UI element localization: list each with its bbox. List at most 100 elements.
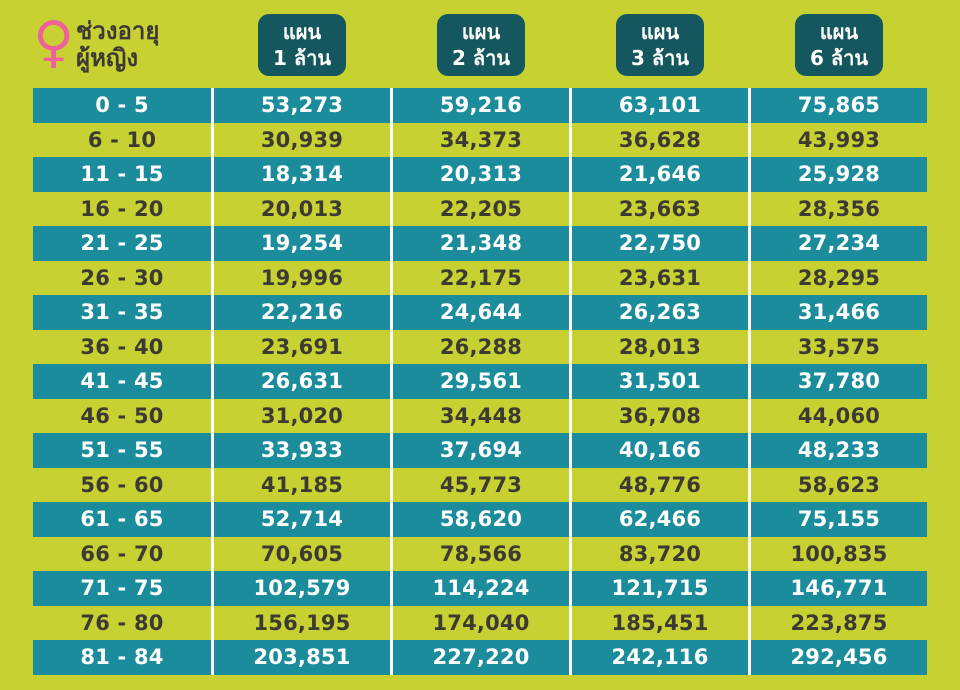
premium-value-cell: 31,466	[751, 295, 927, 330]
premium-value-cell: 19,996	[214, 260, 390, 295]
age-range-cell: 26 - 30	[33, 260, 211, 295]
premium-value-cell: 23,691	[214, 329, 390, 364]
plan-1m-label-line1: แผน	[282, 20, 322, 44]
age-range-cell: 21 - 25	[33, 226, 211, 261]
premium-value-cell: 52,714	[214, 502, 390, 537]
premium-value-cell: 34,448	[393, 398, 569, 433]
premium-value-cell: 26,263	[572, 295, 748, 330]
premium-value-cell: 37,780	[751, 364, 927, 399]
age-range-cell: 31 - 35	[33, 295, 211, 330]
premium-value-cell: 100,835	[751, 536, 927, 571]
table-row: 61 - 65 52,714 58,620 62,466 75,155	[33, 502, 927, 537]
table-row: 36 - 40 23,691 26,288 28,013 33,575	[33, 329, 927, 364]
table-row: 16 - 20 20,013 22,205 23,663 28,356	[33, 191, 927, 226]
premium-value-cell: 83,720	[572, 536, 748, 571]
age-range-cell: 6 - 10	[33, 122, 211, 157]
premium-value-cell: 242,116	[572, 640, 748, 675]
plan-2m-badge: แผน 2 ล้าน	[436, 14, 526, 76]
premium-value-cell: 121,715	[572, 571, 748, 606]
premium-value-cell: 20,013	[214, 191, 390, 226]
premium-value-cell: 23,663	[572, 191, 748, 226]
premium-value-cell: 30,939	[214, 122, 390, 157]
premium-value-cell: 62,466	[572, 502, 748, 537]
table-row: 21 - 25 19,254 21,348 22,750 27,234	[33, 226, 927, 261]
plan-6m-label-line2: 6 ล้าน	[809, 46, 869, 70]
premium-value-cell: 40,166	[572, 433, 748, 468]
premium-value-cell: 22,205	[393, 191, 569, 226]
premium-value-cell: 22,750	[572, 226, 748, 261]
plan-1m-badge-cell: แผน 1 ล้าน	[214, 8, 390, 82]
premium-value-cell: 58,623	[751, 467, 927, 502]
premium-value-cell: 223,875	[751, 605, 927, 640]
premium-value-cell: 27,234	[751, 226, 927, 261]
table-row: 71 - 75 102,579 114,224 121,715 146,771	[33, 571, 927, 606]
premium-value-cell: 21,348	[393, 226, 569, 261]
plan-6m-badge: แผน 6 ล้าน	[794, 14, 884, 76]
table-row: 26 - 30 19,996 22,175 23,631 28,295	[33, 260, 927, 295]
age-range-cell: 36 - 40	[33, 329, 211, 364]
age-range-cell: 51 - 55	[33, 433, 211, 468]
premium-value-cell: 44,060	[751, 398, 927, 433]
premium-value-cell: 203,851	[214, 640, 390, 675]
table-row: 31 - 35 22,216 24,644 26,263 31,466	[33, 295, 927, 330]
table-row: 46 - 50 31,020 34,448 36,708 44,060	[33, 398, 927, 433]
table-row: 0 - 5 53,273 59,216 63,101 75,865	[33, 88, 927, 123]
premium-value-cell: 33,575	[751, 329, 927, 364]
premium-value-cell: 29,561	[393, 364, 569, 399]
title-line-1: ช่วงอายุ	[76, 17, 160, 46]
premium-value-cell: 23,631	[572, 260, 748, 295]
premium-value-cell: 26,288	[393, 329, 569, 364]
premium-value-cell: 31,501	[572, 364, 748, 399]
premium-value-cell: 37,694	[393, 433, 569, 468]
table-row: 56 - 60 41,185 45,773 48,776 58,623	[33, 467, 927, 502]
plan-1m-label-line2: 1 ล้าน	[272, 46, 332, 70]
premium-value-cell: 48,233	[751, 433, 927, 468]
premium-value-cell: 114,224	[393, 571, 569, 606]
age-range-cell: 46 - 50	[33, 398, 211, 433]
female-icon: ♀	[33, 9, 75, 75]
premium-value-cell: 70,605	[214, 536, 390, 571]
table-row: 66 - 70 70,605 78,566 83,720 100,835	[33, 536, 927, 571]
age-range-title-cell: ♀ ช่วงอายุ ผู้หญิง	[33, 8, 211, 82]
premium-value-cell: 156,195	[214, 605, 390, 640]
age-range-cell: 76 - 80	[33, 605, 211, 640]
premium-value-cell: 78,566	[393, 536, 569, 571]
title-line-2: ผู้หญิง	[76, 44, 139, 72]
premium-value-cell: 22,216	[214, 295, 390, 330]
premium-value-cell: 22,175	[393, 260, 569, 295]
table-row: 81 - 84 203,851 227,220 242,116 292,456	[33, 640, 927, 675]
age-range-cell: 61 - 65	[33, 502, 211, 537]
premium-value-cell: 24,644	[393, 295, 569, 330]
age-range-title: ช่วงอายุ ผู้หญิง	[76, 18, 159, 72]
premium-value-cell: 75,865	[751, 88, 927, 123]
premium-value-cell: 33,933	[214, 433, 390, 468]
premium-value-cell: 63,101	[572, 88, 748, 123]
plan-1m-badge: แผน 1 ล้าน	[257, 14, 347, 76]
table-row: 6 - 10 30,939 34,373 36,628 43,993	[33, 122, 927, 157]
plan-3m-badge: แผน 3 ล้าน	[615, 14, 705, 76]
premium-value-cell: 227,220	[393, 640, 569, 675]
plan-3m-label-line2: 3 ล้าน	[630, 46, 690, 70]
premium-value-cell: 18,314	[214, 157, 390, 192]
premium-value-cell: 45,773	[393, 467, 569, 502]
premium-value-cell: 21,646	[572, 157, 748, 192]
premium-value-cell: 41,185	[214, 467, 390, 502]
premium-value-cell: 36,628	[572, 122, 748, 157]
premium-value-cell: 185,451	[572, 605, 748, 640]
table-row: 41 - 45 26,631 29,561 31,501 37,780	[33, 364, 927, 399]
premium-value-cell: 28,356	[751, 191, 927, 226]
premium-value-cell: 31,020	[214, 398, 390, 433]
plan-2m-label-line1: แผน	[461, 20, 501, 44]
table-row: 76 - 80 156,195 174,040 185,451 223,875	[33, 605, 927, 640]
premium-value-cell: 58,620	[393, 502, 569, 537]
age-range-cell: 41 - 45	[33, 364, 211, 399]
premium-value-cell: 43,993	[751, 122, 927, 157]
premium-value-cell: 75,155	[751, 502, 927, 537]
age-range-cell: 16 - 20	[33, 191, 211, 226]
plan-3m-badge-cell: แผน 3 ล้าน	[572, 8, 748, 82]
premium-value-cell: 25,928	[751, 157, 927, 192]
premium-value-cell: 174,040	[393, 605, 569, 640]
plan-2m-label-line2: 2 ล้าน	[451, 46, 511, 70]
premium-value-cell: 28,013	[572, 329, 748, 364]
